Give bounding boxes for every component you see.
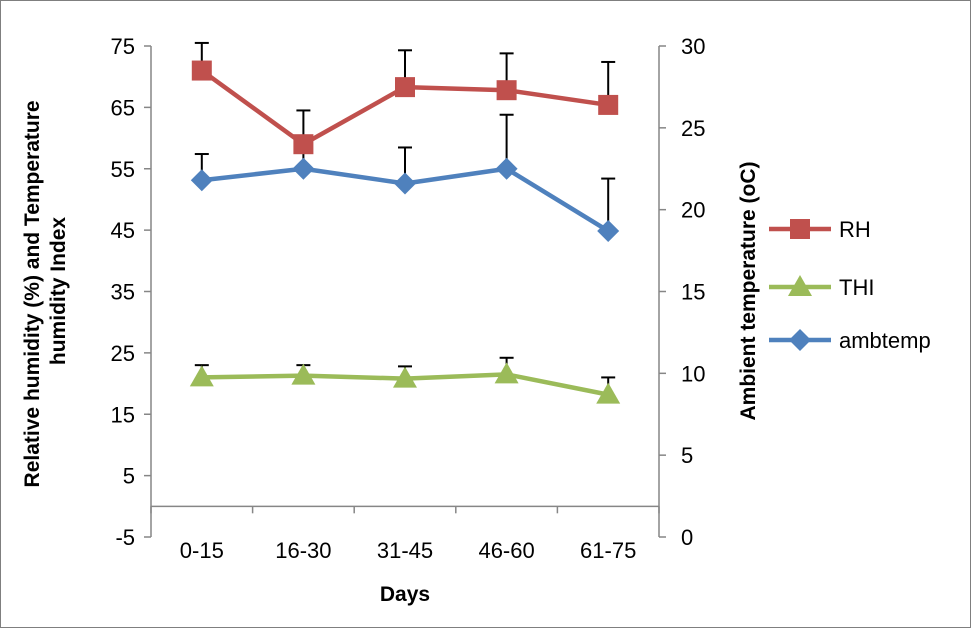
right-y-tick-label: 0 (681, 525, 693, 550)
rh-data-point (496, 80, 517, 101)
legend-thi-marker (788, 275, 812, 296)
rh-data-point (395, 77, 415, 98)
ambtemp-data-point (597, 219, 620, 242)
legend-rh-marker (790, 219, 810, 239)
rh-data-point (293, 134, 314, 155)
thi-data-point (393, 366, 417, 388)
legend-ambtemp-label: ambtemp (839, 328, 931, 353)
left-y-tick-label: 65 (111, 95, 135, 120)
thi-data-point (189, 365, 214, 387)
legend-thi-label: THI (839, 275, 874, 300)
right-y-axis-title: Ambient temperature (oC) (737, 161, 760, 420)
ambtemp-data-point (495, 157, 518, 180)
rh-data-point (191, 60, 212, 81)
left-y-tick-label: -5 (115, 525, 135, 550)
ambtemp-data-point (292, 157, 315, 180)
tick-labels-group: -5 5 15 25 35 45 55 65 75 0 5 10 15 20 25 30 0-15 16-30 31… (111, 34, 706, 563)
right-y-tick-label: 5 (681, 443, 693, 468)
thi-data-point (494, 362, 519, 384)
left-y-tick-label: 15 (111, 402, 135, 427)
left-y-axis-title-line-1: Relative humidity (%) and Temperature (21, 100, 44, 487)
x-tick-label: 31-45 (377, 538, 433, 563)
x-tick-label: 0-15 (180, 538, 224, 563)
right-y-tick-label: 15 (681, 280, 705, 305)
series-lines-group (200, 68, 610, 397)
legend-rh-label: RH (839, 217, 871, 242)
left-y-tick-label: 75 (111, 34, 135, 59)
left-y-tick-label: 45 (111, 218, 135, 243)
left-y-axis-title: Relative humidity (%) and Temperature hu… (21, 95, 70, 488)
x-axis-title: Days (380, 583, 430, 606)
right-y-tick-label: 25 (681, 116, 705, 141)
x-tick-label: 16-30 (275, 538, 331, 563)
left-y-axis-title-line-2: humidity Index (47, 217, 70, 366)
ambtemp-data-point (394, 172, 416, 195)
thi-data-point (596, 382, 621, 404)
left-y-tick-label: 25 (111, 341, 135, 366)
right-y-tick-label: 30 (681, 34, 705, 59)
left-y-tick-label: 5 (123, 464, 135, 489)
rh-data-point (598, 94, 619, 115)
x-tick-label: 61-75 (580, 538, 636, 563)
right-y-tick-label: 10 (681, 361, 705, 386)
legend: RH THI ambtemp (769, 217, 931, 353)
left-y-tick-label: 55 (111, 157, 135, 182)
right-y-tick-label: 20 (681, 198, 705, 223)
markers-group (189, 60, 621, 404)
thi-data-point (291, 363, 316, 385)
x-tick-label: 46-60 (478, 538, 534, 563)
left-y-tick-label: 35 (111, 280, 135, 305)
legend-ambtemp-marker (789, 329, 811, 351)
axes-group (144, 45, 666, 538)
ambtemp-data-point (190, 169, 213, 192)
